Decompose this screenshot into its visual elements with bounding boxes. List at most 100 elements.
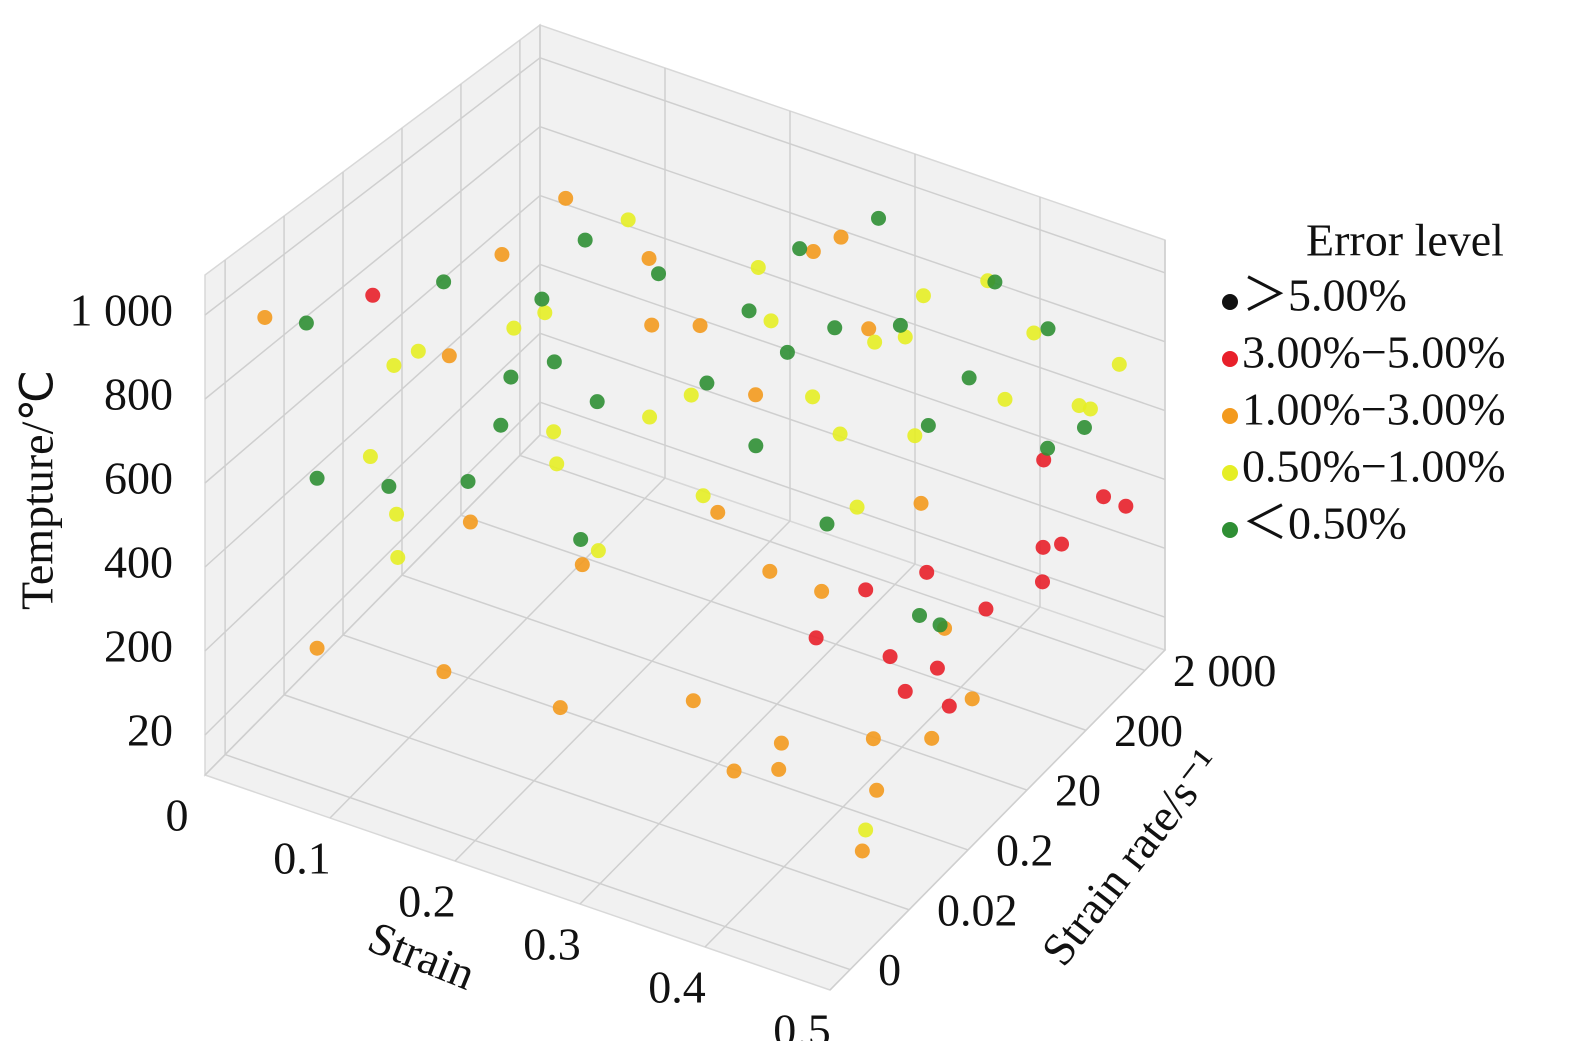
point (436, 274, 452, 290)
point (867, 334, 883, 350)
legend-label: 0.50%−1.00% (1242, 441, 1506, 492)
point (913, 495, 929, 511)
point (441, 348, 457, 364)
point (912, 607, 928, 623)
point (589, 394, 605, 410)
point (1040, 321, 1056, 337)
point (1111, 356, 1127, 372)
point (748, 438, 764, 454)
point (741, 303, 757, 319)
point (854, 843, 870, 859)
point (792, 241, 808, 257)
point (805, 389, 821, 405)
point (558, 190, 574, 206)
legend-marker (1222, 408, 1238, 424)
grid-line (204, 263, 541, 568)
point (494, 246, 510, 262)
grid-line (579, 563, 916, 905)
point (1036, 452, 1052, 468)
grid-line (519, 454, 1146, 672)
point (1071, 398, 1087, 414)
point (779, 344, 795, 360)
z-tick-label: 800 (104, 369, 173, 420)
grid-line (204, 57, 541, 316)
x-tick-label: 0.1 (273, 833, 331, 884)
grid-line (454, 520, 791, 862)
point (546, 424, 562, 440)
point (503, 369, 519, 385)
y-tick-label: 20 (1055, 765, 1101, 816)
point (814, 583, 830, 599)
point (907, 428, 923, 444)
grid-line (829, 649, 1166, 991)
point (1076, 419, 1092, 435)
point (573, 531, 589, 547)
legend-marker (1222, 351, 1238, 367)
y-tick-label: 0.02 (937, 884, 1018, 935)
point (808, 630, 824, 646)
legend-label: 3.00%−5.00% (1242, 327, 1506, 378)
point (763, 313, 779, 329)
legend-marker (1222, 294, 1238, 310)
point (620, 212, 636, 228)
point (381, 478, 397, 494)
point (493, 417, 509, 433)
point (549, 456, 565, 472)
point (386, 357, 402, 373)
point (1040, 440, 1056, 456)
point (436, 664, 452, 680)
point (1118, 498, 1134, 514)
point (849, 499, 865, 515)
point (964, 691, 980, 707)
grid-line (539, 332, 1166, 550)
point (534, 291, 550, 307)
grid-line (224, 753, 851, 971)
point (683, 387, 699, 403)
y-tick-label: 2 000 (1173, 645, 1277, 696)
z-tick-label: 1 000 (70, 285, 174, 336)
point (574, 557, 590, 573)
point (827, 320, 843, 336)
point (1082, 401, 1098, 417)
grid-line (539, 125, 1166, 343)
point (462, 514, 478, 530)
point (537, 305, 553, 321)
point (362, 449, 378, 465)
point (892, 317, 908, 333)
z-axis-label: Tempture/℃ (12, 370, 63, 610)
legend-title: Error level (1306, 215, 1504, 266)
point (389, 506, 405, 522)
z-tick-label: 20 (127, 705, 173, 756)
point (961, 370, 977, 386)
y-tick-label: 0 (878, 944, 901, 995)
point (1096, 489, 1112, 505)
point (941, 698, 957, 714)
x-tick-label: 0 (166, 790, 189, 841)
point (692, 318, 708, 334)
point (1034, 574, 1050, 590)
legend-label: ＞5.00% (1242, 270, 1407, 321)
legend-label: 1.00%−3.00% (1242, 384, 1506, 435)
point (726, 763, 742, 779)
point (997, 391, 1013, 407)
point (871, 210, 887, 226)
point (365, 287, 381, 303)
point (309, 640, 325, 656)
x-tick-label: 0.2 (398, 876, 456, 927)
point (644, 317, 660, 333)
point (552, 700, 568, 716)
point (987, 274, 1003, 290)
point (771, 761, 787, 777)
point (932, 617, 948, 633)
point (762, 563, 778, 579)
point (298, 315, 314, 331)
point (858, 582, 874, 598)
point (832, 426, 848, 442)
point (861, 321, 877, 337)
point (833, 229, 849, 245)
z-tick-label: 200 (104, 621, 173, 672)
grid-line (704, 606, 1041, 948)
grid-line (204, 126, 541, 400)
point (460, 473, 476, 489)
